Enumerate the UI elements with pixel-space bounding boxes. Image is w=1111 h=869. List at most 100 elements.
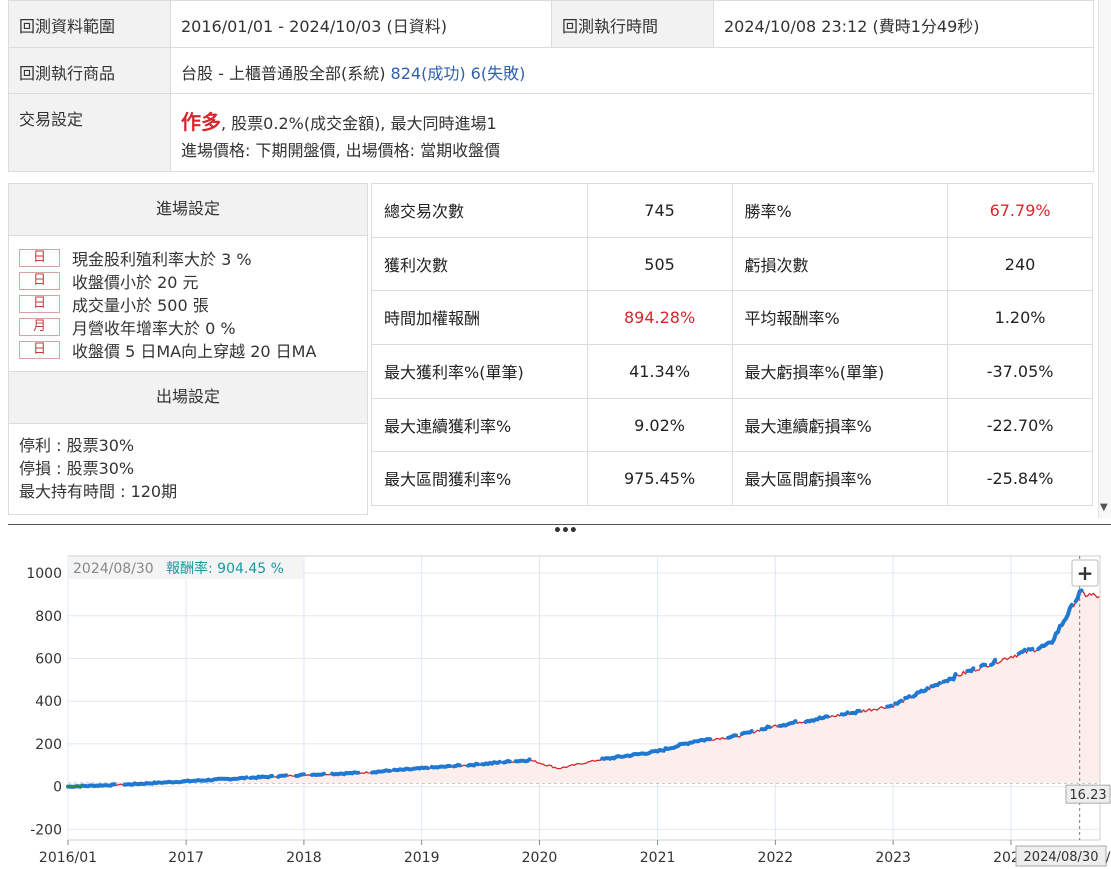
new-high-segment (989, 657, 998, 667)
new-high-segment (1036, 602, 1074, 651)
tooltip-date: 2024/08/30 (73, 561, 154, 577)
new-high-segment (739, 729, 754, 736)
stat-label: 獲利次數 (371, 236, 588, 292)
new-high-segment (480, 759, 502, 767)
stat-value: -25.84% (947, 451, 1093, 507)
stat-value: 975.45% (586, 451, 733, 507)
y-tick-label: 0 (53, 780, 62, 796)
stat-value: 67.79% (947, 183, 1093, 238)
product-value: 台股 - 上櫃普通股全部(系統) 824(成功) 6(失敗) (170, 47, 1094, 94)
stat-value: 1.20% (947, 290, 1093, 346)
stat-value: 745 (586, 183, 733, 238)
stat-label: 最大連續虧損率% (731, 397, 949, 453)
entry-condition: 月營收年增率大於 0 % (72, 318, 236, 338)
new-high-segment (839, 710, 850, 717)
product-fail-link[interactable]: 6(失敗) (470, 64, 526, 83)
new-high-segment (903, 694, 912, 700)
new-high-segment (451, 762, 462, 769)
y-tick-label: 800 (35, 609, 62, 625)
zoom-button[interactable] (1071, 559, 1099, 587)
take-profit: 停利 : 股票30% (19, 436, 135, 455)
trade-value: 作多, 股票0.2%(成交金額), 最大同時進場1 進場價格: 下期開盤價, 出… (170, 93, 1094, 172)
new-high-segment (330, 770, 361, 777)
period-tag: 日 (19, 294, 60, 313)
new-high-segment (803, 714, 830, 724)
tooltip-box (69, 557, 303, 579)
new-high-segment (726, 733, 738, 740)
y-tick-label: 400 (35, 694, 62, 710)
new-high-segment (979, 662, 988, 668)
trade-label: 交易設定 (8, 93, 171, 172)
period-tag: 日 (19, 340, 60, 359)
crosshair-date-box (1015, 845, 1107, 867)
x-tick-label: 2017 (168, 850, 204, 866)
exit-settings-list: 停利 : 股票30% 停損 : 股票30% 最大持有時間 : 120期 (9, 424, 367, 503)
list-item: 月月營收年增率大於 0 % (19, 315, 357, 338)
new-high-segment (1026, 646, 1035, 652)
return-chart[interactable]: 1000 800 600 400 200 0 -200 2016/01 2017 2018 2019… (0, 540, 1111, 869)
new-high-segment (370, 768, 392, 775)
entry-settings-list: 日現金股利殖利率大於 3 % 日收盤價小於 20 元 日成交量小於 500 張 … (9, 236, 367, 372)
stat-label: 平均報酬率% (731, 290, 949, 346)
list-item: 日收盤價小於 20 元 (19, 269, 357, 292)
stat-value: -37.05% (947, 344, 1093, 399)
y-tick-label: 600 (35, 651, 62, 667)
y-tick-label: 200 (35, 737, 62, 753)
new-high-segment (965, 666, 976, 674)
list-item: 日收盤價 5 日MA向上穿越 20 日MA (19, 338, 357, 361)
x-tick-label: 2020 (522, 850, 558, 866)
table-row: 最大獲利率%(單筆) 41.34% 最大虧損率%(單筆) -37.05% (371, 344, 1093, 399)
tooltip-value: 報酬率: 904.45 % (166, 560, 284, 577)
scrollbar[interactable] (1098, 0, 1111, 518)
exec-time-label: 回測執行時間 (551, 0, 714, 48)
new-high-segment (600, 736, 713, 761)
new-high-segment (893, 698, 904, 706)
trade-prices: 進場價格: 下期開盤價, 出場價格: 當期收盤價 (181, 141, 501, 160)
table-row: 總交易次數 745 勝率% 67.79% (371, 183, 1093, 238)
product-label: 回測執行商品 (8, 47, 171, 94)
x-tick-label: 2019 (404, 850, 440, 866)
crosshair-date-label: 2024/08/30 (1024, 850, 1099, 865)
period-tag: 日 (19, 248, 60, 267)
stat-label: 時間加權報酬 (371, 290, 588, 346)
x-tick-label: 2021 (640, 850, 676, 866)
list-item: 日成交量小於 500 張 (19, 292, 357, 315)
stat-label: 最大獲利率%(單筆) (371, 344, 588, 399)
product-success-link[interactable]: 824(成功) (390, 64, 466, 83)
stat-label: 總交易次數 (371, 183, 588, 238)
stop-loss: 停損 : 股票30% (19, 459, 135, 478)
entry-condition: 成交量小於 500 張 (72, 295, 209, 315)
exit-settings-title: 出場設定 (9, 372, 367, 424)
scroll-down-icon[interactable]: ▼ (1100, 502, 1108, 513)
stat-value: 240 (947, 236, 1093, 292)
stat-label: 虧損次數 (731, 236, 949, 292)
stat-value: -22.70% (947, 397, 1093, 453)
range-label: 回測資料範圍 (8, 0, 171, 48)
exec-time-value: 2024/10/08 23:12 (費時1分49秒) (713, 0, 1094, 48)
panel-divider[interactable] (8, 524, 1111, 525)
new-high-segment (248, 774, 275, 781)
zoom-in-icon[interactable]: + (1077, 561, 1094, 585)
new-high-segment (310, 771, 326, 778)
new-high-segment (392, 765, 430, 773)
new-high-segment (1016, 647, 1027, 656)
new-high-segment (885, 703, 894, 709)
table-row: 最大區間獲利率% 975.45% 最大區間虧損率% -25.84% (371, 451, 1093, 507)
stat-value: 41.34% (586, 344, 733, 399)
y-tick-label: 1000 (26, 566, 62, 582)
stats-table: 總交易次數 745 勝率% 67.79% 獲利次數 505 虧損次數 240 時間加權報酬 894… (371, 183, 1093, 507)
x-tick-label: 2018 (286, 850, 322, 866)
stat-label: 最大連續獲利率% (371, 397, 588, 453)
new-high-segment (429, 763, 452, 770)
trade-fee: , 股票0.2%(成交金額), 最大同時進場1 (221, 114, 497, 133)
stat-label: 最大虧損率%(單筆) (731, 344, 949, 399)
new-high-segment (466, 761, 481, 768)
stat-value: 505 (586, 236, 733, 292)
resize-grip-icon[interactable]: ••• (553, 523, 578, 539)
new-high-segment (759, 724, 772, 732)
trade-direction: 作多 (181, 110, 221, 134)
new-high-segment (501, 758, 512, 765)
stat-label: 最大區間虧損率% (731, 451, 949, 507)
x-tick-label: 2016/01 (39, 850, 97, 866)
new-high-segment (513, 757, 532, 764)
